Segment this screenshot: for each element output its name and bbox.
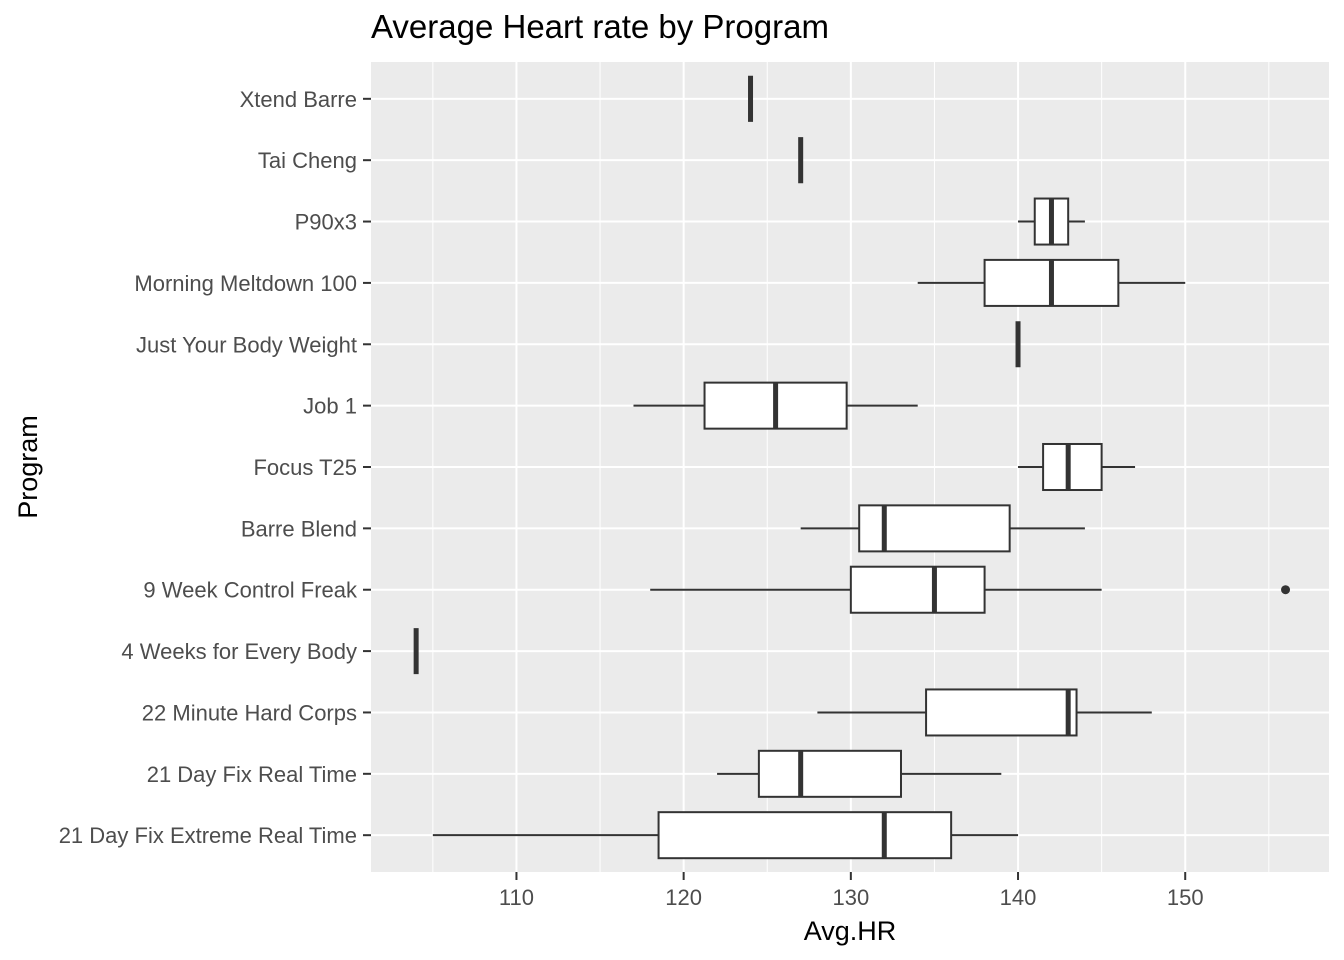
chart-title: Average Heart rate by Program (371, 8, 829, 45)
box-21-day-fix-real-time (717, 749, 1002, 798)
box-21-day-fix-extreme-real-time (432, 811, 1019, 860)
box-job-1 (633, 381, 918, 430)
y-tick-label: Morning Meltdown 100 (134, 271, 357, 296)
box-p90x3 (1018, 197, 1085, 246)
y-axis-title: Program (13, 415, 43, 519)
x-tick-label: 140 (1000, 885, 1037, 910)
iqr-box (849, 565, 986, 614)
y-tick-label: Job 1 (303, 394, 357, 419)
y-tick-label: 22 Minute Hard Corps (142, 700, 357, 725)
y-tick-label: Just Your Body Weight (136, 332, 357, 357)
y-tick-label: 21 Day Fix Real Time (147, 762, 357, 787)
y-tick-label: Barre Blend (241, 516, 357, 541)
y-tick-label: 4 Weeks for Every Body (121, 639, 357, 664)
outlier-point (1281, 585, 1291, 595)
y-tick-label: 9 Week Control Freak (143, 578, 358, 603)
iqr-box (925, 688, 1078, 737)
iqr-box (657, 811, 953, 860)
y-tick-label: Focus T25 (253, 455, 357, 480)
box-morning-meltdown-100 (917, 258, 1186, 307)
iqr-box (858, 504, 1011, 553)
x-tick-label: 130 (832, 885, 869, 910)
axis-layer: 21 Day Fix Extreme Real Time 21 Day Fix R… (59, 87, 1204, 910)
box-layer (413, 75, 1291, 860)
y-tick-label: Tai Cheng (258, 148, 357, 173)
x-axis-title: Avg.HR (804, 916, 897, 946)
box-barre-blend (800, 504, 1085, 553)
iqr-box (757, 749, 902, 798)
y-tick-label: P90x3 (295, 210, 357, 235)
box-22-minute-hard-corps (817, 688, 1152, 737)
x-tick-label: 110 (499, 885, 534, 910)
x-tick-label: 120 (665, 885, 702, 910)
y-tick-label: 21 Day Fix Extreme Real Time (59, 823, 357, 848)
x-tick-label: 150 (1167, 885, 1204, 910)
y-tick-label: Xtend Barre (240, 87, 357, 112)
iqr-box (1042, 442, 1103, 492)
box-focus-t25 (1018, 442, 1136, 492)
box-9-week-control-freak (650, 565, 1291, 614)
